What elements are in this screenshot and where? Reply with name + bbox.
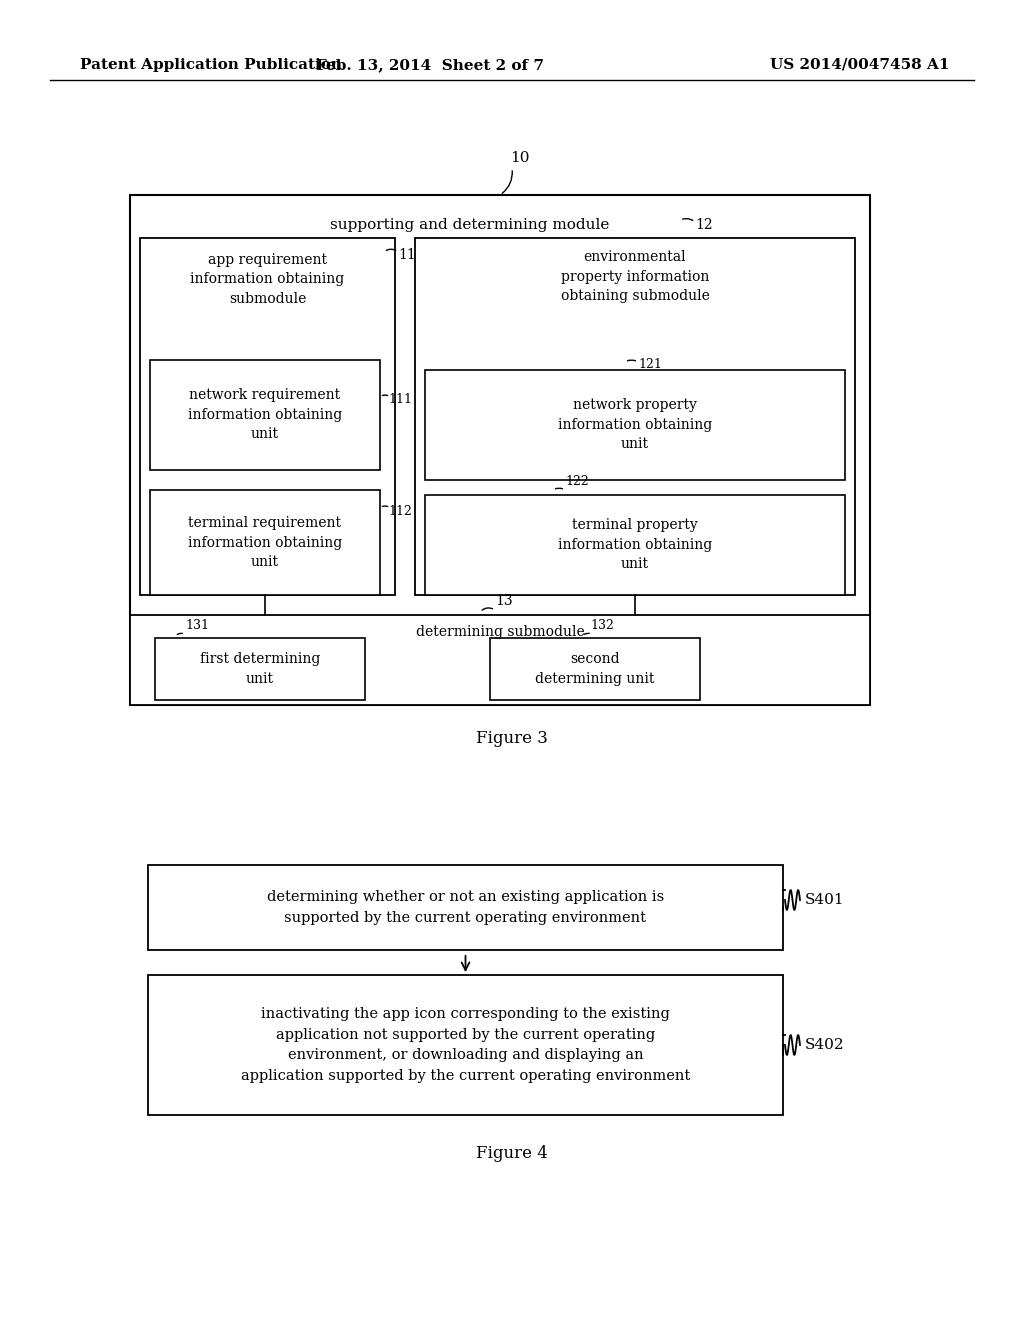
Text: Patent Application Publication: Patent Application Publication <box>80 58 342 73</box>
Bar <box>150 490 380 595</box>
Text: 13: 13 <box>495 594 513 609</box>
Text: supporting and determining module: supporting and determining module <box>331 218 609 232</box>
Text: inactivating the app icon corresponding to the existing
application not supporte: inactivating the app icon corresponding … <box>241 1007 690 1082</box>
Text: determining whether or not an existing application is
supported by the current o: determining whether or not an existing a… <box>267 890 665 925</box>
Text: determining submodule: determining submodule <box>416 624 585 639</box>
Text: app requirement
information obtaining
submodule: app requirement information obtaining su… <box>190 253 345 306</box>
Text: environmental
property information
obtaining submodule: environmental property information obtai… <box>560 249 710 304</box>
Text: 11: 11 <box>398 248 416 261</box>
Text: 12: 12 <box>695 218 713 232</box>
Text: 132: 132 <box>590 619 613 632</box>
Text: US 2014/0047458 A1: US 2014/0047458 A1 <box>770 58 950 73</box>
Bar <box>148 865 783 950</box>
Text: Figure 4: Figure 4 <box>476 1144 548 1162</box>
Bar <box>140 238 395 595</box>
Text: 131: 131 <box>185 619 209 632</box>
Text: 111: 111 <box>388 393 412 407</box>
Bar <box>425 495 845 595</box>
Bar <box>425 370 845 480</box>
Text: second
determining unit: second determining unit <box>536 652 654 686</box>
Text: S401: S401 <box>805 894 845 907</box>
Text: terminal property
information obtaining
unit: terminal property information obtaining … <box>558 519 712 572</box>
Bar <box>155 638 365 700</box>
Bar <box>130 195 870 705</box>
Bar <box>415 238 855 595</box>
Bar <box>130 615 870 705</box>
Text: 10: 10 <box>510 150 529 165</box>
Text: Feb. 13, 2014  Sheet 2 of 7: Feb. 13, 2014 Sheet 2 of 7 <box>316 58 544 73</box>
Bar <box>148 975 783 1115</box>
Text: terminal requirement
information obtaining
unit: terminal requirement information obtaini… <box>187 516 342 569</box>
Text: network requirement
information obtaining
unit: network requirement information obtainin… <box>187 388 342 441</box>
Bar <box>150 360 380 470</box>
Text: S402: S402 <box>805 1038 845 1052</box>
Text: network property
information obtaining
unit: network property information obtaining u… <box>558 399 712 451</box>
Text: 122: 122 <box>565 475 589 488</box>
Bar <box>490 638 700 700</box>
Text: 121: 121 <box>638 358 662 371</box>
Text: 112: 112 <box>388 506 412 517</box>
Text: first determining
unit: first determining unit <box>200 652 321 686</box>
Text: Figure 3: Figure 3 <box>476 730 548 747</box>
